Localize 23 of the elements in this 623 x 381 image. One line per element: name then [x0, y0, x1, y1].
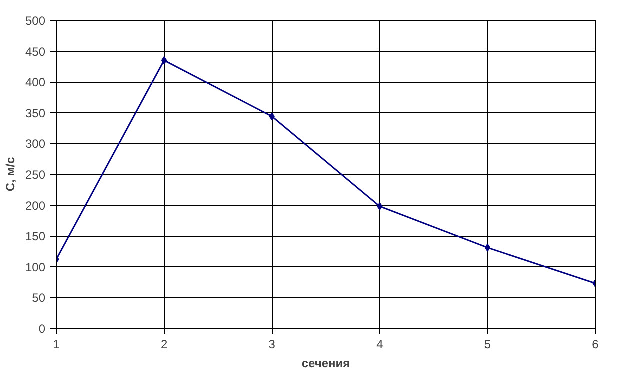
point	[377, 202, 383, 211]
y-tick-label: 0	[38, 322, 46, 336]
y-tick-label: 150	[25, 230, 46, 244]
x-tick-label: 1	[53, 338, 60, 352]
x-axis-title: сечения	[302, 356, 350, 370]
x-tick-label: 2	[160, 338, 168, 352]
y-tick-label: 400	[25, 76, 46, 90]
point	[484, 244, 491, 252]
x-tick-label: 3	[268, 338, 276, 352]
y-tick-label: 350	[25, 106, 46, 120]
y-tick-label: 300	[25, 137, 46, 152]
point	[269, 112, 275, 121]
x-tick-label: 6	[592, 338, 600, 352]
y-tick-label: 450	[25, 44, 46, 59]
x-tick-label: 5	[484, 338, 492, 352]
y-axis-title: C, м/c	[3, 157, 18, 192]
x-tick-label: 4	[376, 338, 384, 352]
y-tick-label: 100	[25, 260, 46, 274]
y-tick-label: 250	[25, 168, 46, 182]
point	[161, 56, 168, 65]
y-tick-label: 500	[25, 14, 46, 28]
y-tick-label: 200	[25, 198, 46, 213]
y-tick-label: 50	[32, 291, 46, 306]
